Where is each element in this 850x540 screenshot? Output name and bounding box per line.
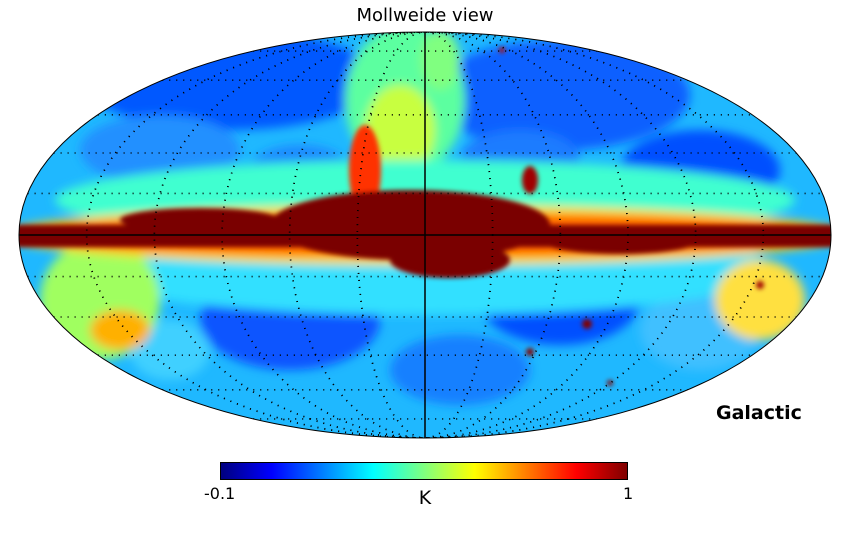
colorbar xyxy=(220,462,628,480)
colorbar-max-label: 1 xyxy=(623,484,634,503)
colorbar-unit-label: K xyxy=(418,487,432,509)
colorbar-min-label: -0.1 xyxy=(204,484,236,503)
map-outline xyxy=(18,31,832,439)
mollweide-map xyxy=(18,31,832,439)
map-title: Mollweide view xyxy=(356,5,494,26)
coordinate-system-label: Galactic xyxy=(716,402,802,424)
